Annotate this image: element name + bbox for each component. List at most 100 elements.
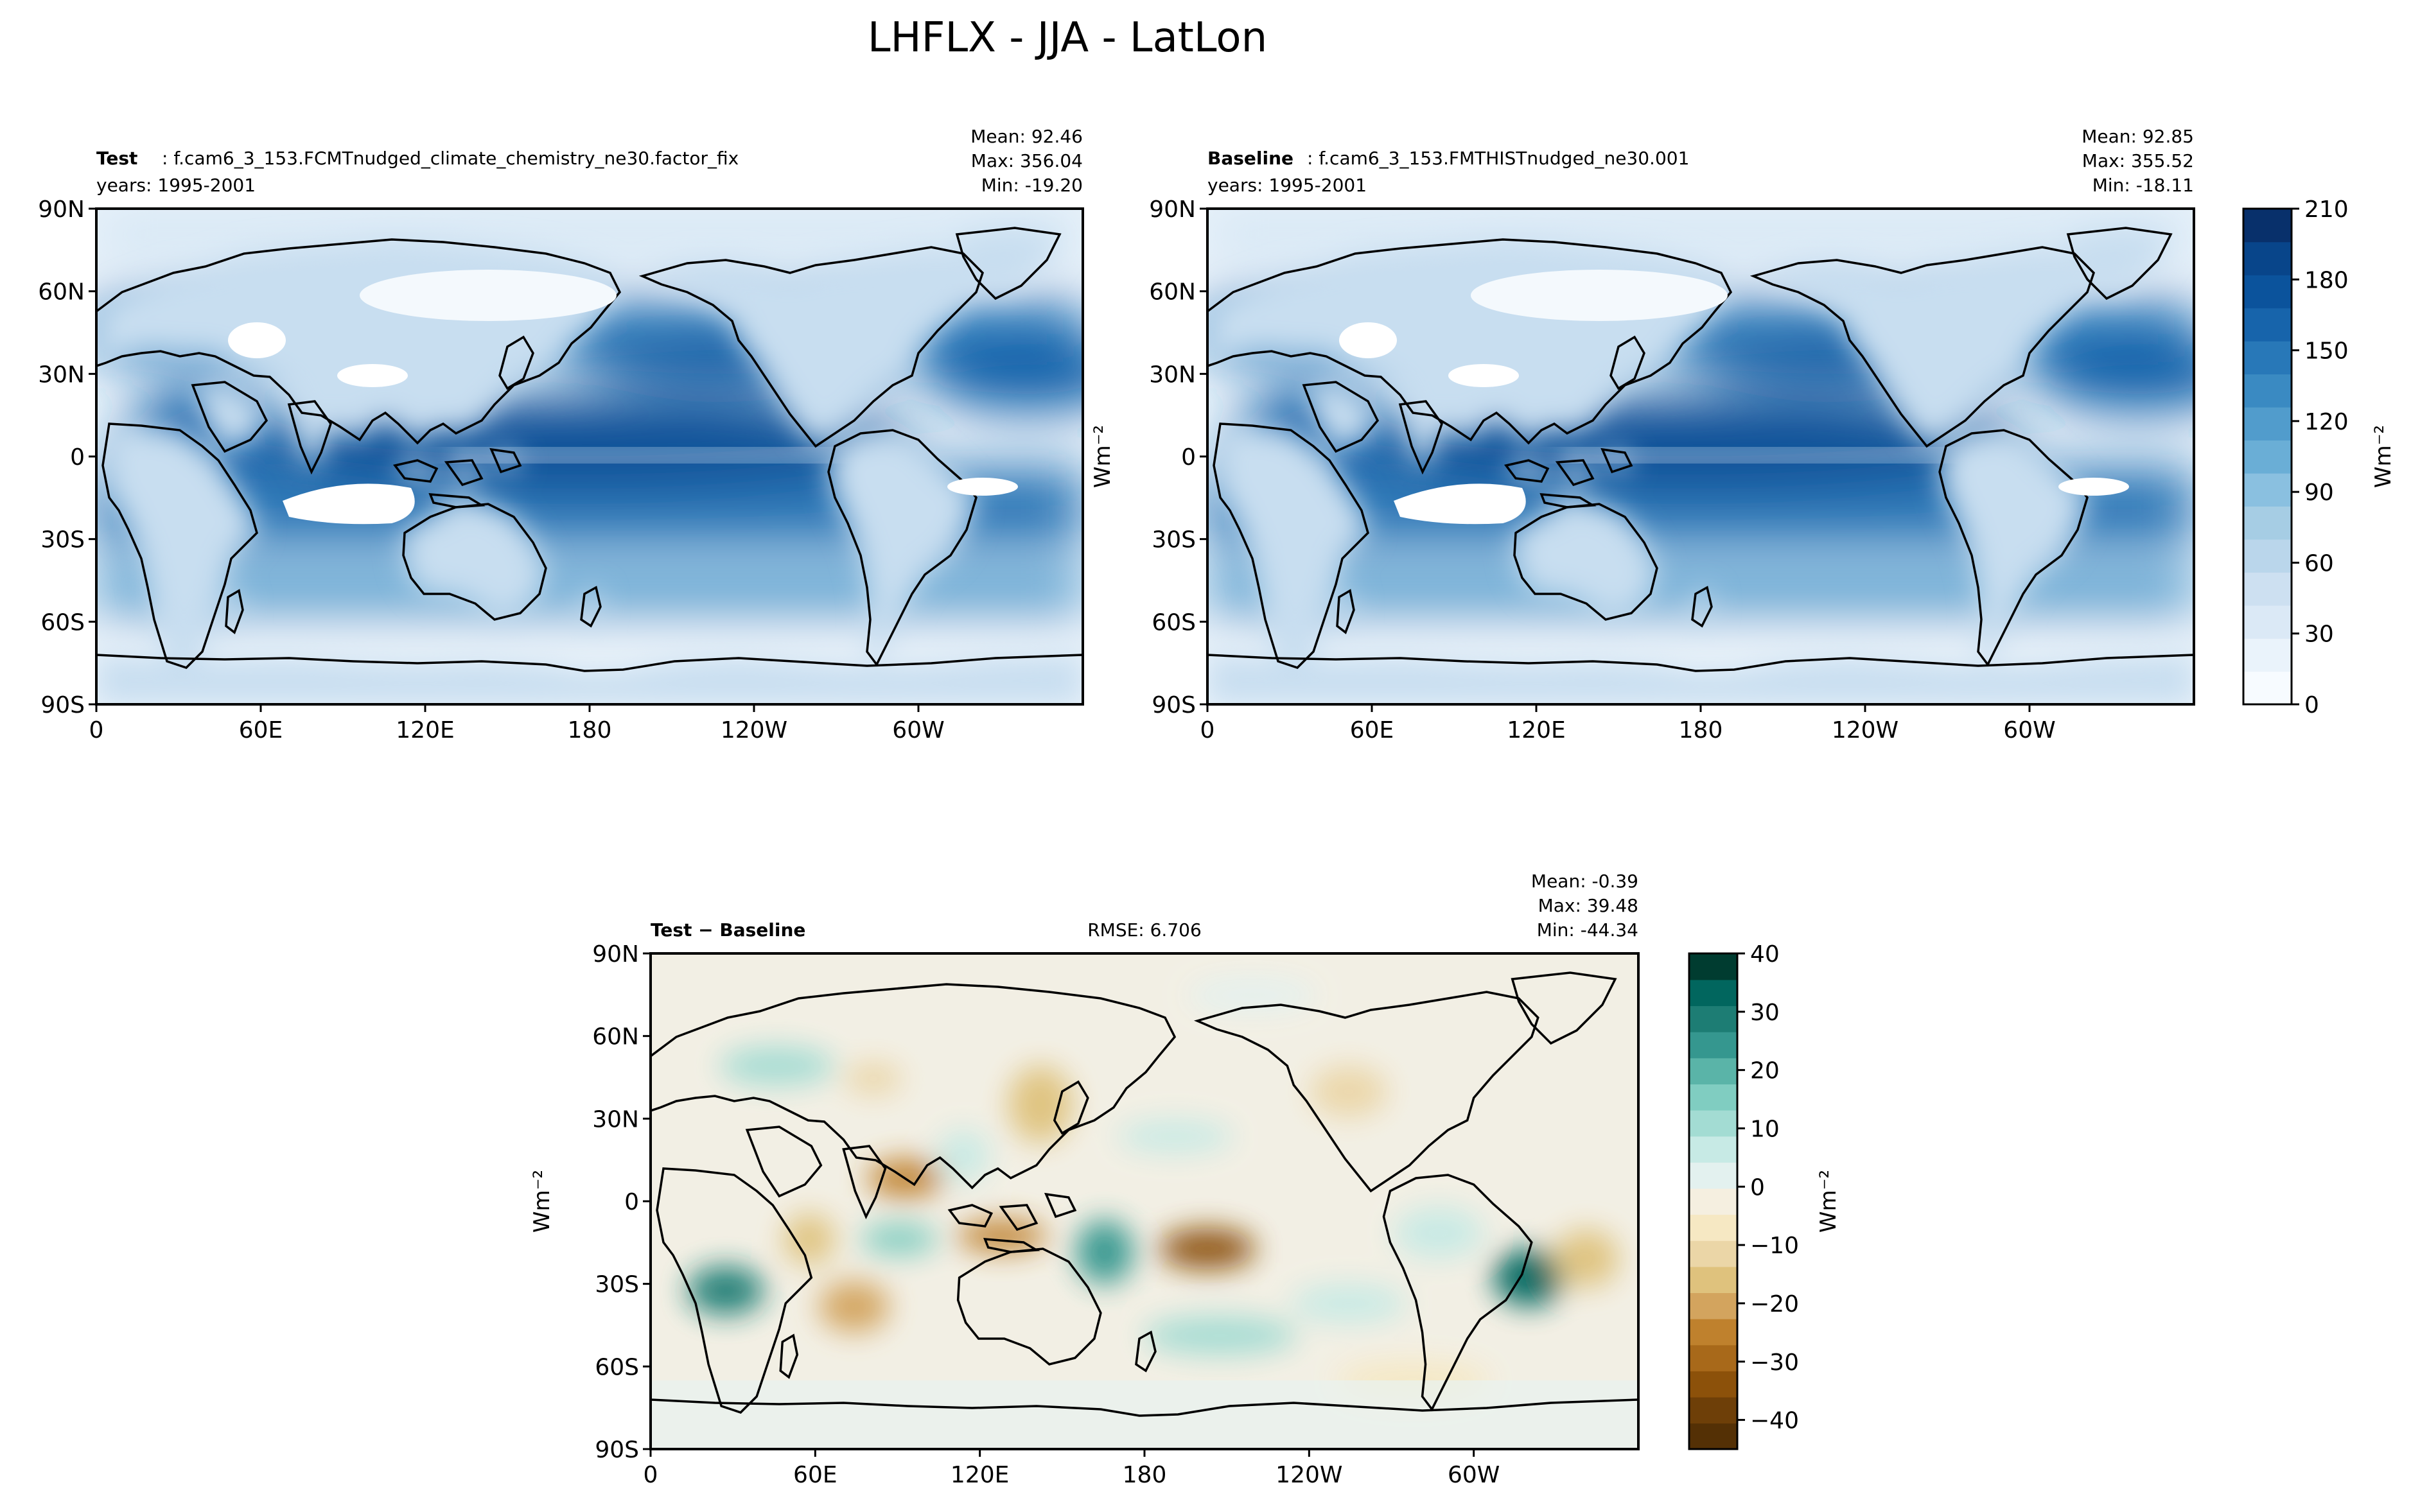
colorbar-swatch: [2243, 209, 2292, 243]
colorbar-frame: [2242, 207, 2293, 706]
test-mean: Mean: 92.46: [970, 126, 1083, 147]
colorbar-tick-label: −20: [1750, 1291, 1799, 1317]
colorbar-diff: −40 −30 −20 −10 0 10 20 30 40: [1688, 941, 1799, 1450]
colorbar-tick-label: 0: [2304, 692, 2319, 718]
test-max: Max: 356.04: [971, 150, 1083, 171]
baseline-map: [1207, 209, 2194, 704]
test-ytick-label: 30N: [38, 361, 85, 388]
test-xtick-label: 0: [89, 717, 104, 743]
colorbar-swatch: [2243, 506, 2292, 540]
baseline-years: years: 1995-2001: [1207, 175, 1367, 196]
colorbar-swatch: [2243, 473, 2292, 507]
diff-min: Min: -44.34: [1537, 919, 1638, 941]
colorbar-swatch: [1689, 1371, 1737, 1398]
test-xtick-label: 120E: [396, 717, 454, 743]
colorbar-tick-label: 60: [2304, 550, 2334, 577]
test-xtick-label: 60W: [892, 717, 944, 743]
colorbar-swatch: [2243, 274, 2292, 309]
test-ytick-label: 60N: [38, 279, 85, 306]
diff-xtick-label: 0: [644, 1462, 658, 1488]
test-years: years: 1995-2001: [96, 175, 256, 196]
test-axes: 0 60E 120E 180 120W 60W 90N 60N 30N 0 30S 60S 90S: [38, 196, 944, 743]
colorbar-frame: [1688, 952, 1739, 1450]
diff-xtick-label: 120E: [951, 1462, 1009, 1488]
test-label-bold: Test: [96, 148, 137, 169]
colorbar-swatch: [1689, 1423, 1737, 1450]
test-ytick-label: 90S: [40, 692, 85, 718]
diff-ytick-label: 60S: [595, 1354, 639, 1380]
test-panel: Test : f.cam6_3_153.FCMTnudged_climate_c…: [38, 126, 1084, 743]
colorbar-swatch: [1689, 1109, 1737, 1137]
colorbar-swatch: [2243, 440, 2292, 474]
test-map: [96, 209, 1083, 704]
baseline-ytick-label: 60S: [1152, 609, 1196, 636]
test-label-case: : f.cam6_3_153.FCMTnudged_climate_chemis…: [162, 148, 739, 169]
baseline-ytick-label: 30N: [1149, 361, 1196, 388]
colorbar-swatch: [1689, 1266, 1737, 1294]
colorbar-tick-label: 40: [1750, 941, 1780, 968]
figure-title: LHFLX - JJA - LatLon: [868, 14, 1267, 62]
diff-xtick-label: 180: [1123, 1462, 1167, 1488]
diff-axes: 0 60E 120E 180 120W 60W 90N 60N 30N 0 30S 60S 90S: [592, 941, 1500, 1488]
test-min: Min: -19.20: [981, 175, 1083, 196]
diff-ytick-label: 90S: [595, 1437, 639, 1463]
colorbar-tick-label: 20: [1750, 1058, 1780, 1084]
colorbar-swatch: [2243, 671, 2292, 705]
colorbar-top: 0 30 60 90 120 150 180 210: [2242, 196, 2349, 718]
diff-xtick-label: 60W: [1448, 1462, 1500, 1488]
diff-rmse: RMSE: 6.706: [1087, 919, 1202, 941]
colorbar-swatch: [2243, 340, 2292, 375]
diff-ytick-label: 60N: [592, 1024, 639, 1050]
test-ytick-label: 30S: [40, 527, 85, 553]
colorbar-swatch: [2243, 406, 2292, 441]
diff-ytick-label: 90N: [592, 941, 639, 968]
diff-mean: Mean: -0.39: [1531, 871, 1638, 892]
baseline-label-case: : f.cam6_3_153.FMTHISTnudged_ne30.001: [1307, 148, 1689, 169]
diff-y-unit: Wm⁻²: [529, 1170, 555, 1233]
colorbar-tick-label: −10: [1750, 1233, 1799, 1259]
colorbar-tick-label: −40: [1750, 1408, 1799, 1434]
colorbar-tick-label: 10: [1750, 1116, 1780, 1142]
colorbar-swatch: [2243, 539, 2292, 573]
baseline-xtick-label: 0: [1200, 717, 1215, 743]
baseline-max: Max: 355.52: [2082, 150, 2194, 171]
diff-ytick-label: 30S: [595, 1272, 639, 1298]
colorbar-swatch: [1689, 1344, 1737, 1371]
diff-panel: Test − Baseline RMSE: 6.706 Mean: -0.39 …: [529, 871, 1640, 1488]
baseline-panel: Baseline : f.cam6_3_153.FMTHISTnudged_ne…: [1090, 126, 2195, 743]
colorbar-swatch: [1689, 1292, 1737, 1319]
baseline-y-unit: Wm⁻²: [1090, 425, 1116, 488]
colorbar-swatch: [1689, 1188, 1737, 1215]
colorbar-diff-label: Wm⁻²: [1816, 1170, 1841, 1233]
colorbar-swatch: [2243, 308, 2292, 342]
colorbar-tick-label: −30: [1750, 1350, 1799, 1376]
colorbar-tick-label: 30: [2304, 621, 2334, 648]
baseline-xtick-label: 120E: [1507, 717, 1565, 743]
diff-label: Test − Baseline: [651, 919, 805, 941]
colorbar-swatch: [1689, 1396, 1737, 1424]
colorbar-tick-label: 180: [2304, 267, 2349, 293]
baseline-xtick-label: 120W: [1832, 717, 1898, 743]
colorbar-swatch: [1689, 1214, 1737, 1241]
colorbar-swatch: [1689, 1057, 1737, 1084]
baseline-axes: 0 60E 120E 180 120W 60W 90N 60N 30N 0 30S 60S 90S: [1149, 196, 2055, 743]
colorbar-swatch: [1689, 1318, 1737, 1346]
colorbar-swatch: [1689, 1031, 1737, 1059]
baseline-mean: Mean: 92.85: [2082, 126, 2194, 147]
colorbar-swatch: [1689, 1136, 1737, 1163]
colorbar-swatch: [1689, 1240, 1737, 1267]
colorbar-swatch: [2243, 241, 2292, 275]
test-ytick-label: 0: [70, 444, 85, 471]
baseline-xtick-label: 60W: [2003, 717, 2055, 743]
colorbar-swatch: [2243, 572, 2292, 606]
diff-ytick-label: 0: [624, 1189, 639, 1215]
baseline-ytick-label: 30S: [1152, 527, 1196, 553]
baseline-ytick-label: 60N: [1149, 279, 1196, 306]
diff-xtick-label: 120W: [1276, 1462, 1342, 1488]
baseline-ytick-label: 90S: [1152, 692, 1196, 718]
colorbar-tick-label: 0: [1750, 1174, 1765, 1201]
baseline-xtick-label: 60E: [1350, 717, 1394, 743]
diff-xtick-label: 60E: [793, 1462, 837, 1488]
colorbar-tick-label: 210: [2304, 196, 2349, 223]
